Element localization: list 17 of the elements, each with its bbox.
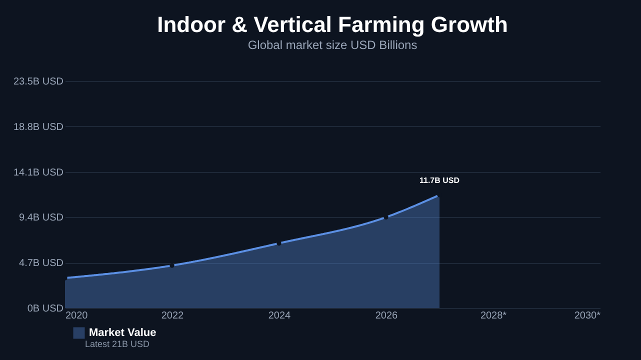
x-tick-label: 2024	[268, 310, 292, 322]
y-tick-label: 9.4B USD	[19, 212, 64, 224]
x-tick-label: 2028*	[480, 310, 507, 322]
chart-subtitle: Global market size USD Billions	[248, 38, 418, 52]
data-label: 11.7B USD	[419, 176, 460, 185]
y-tick-label: 14.1B USD	[13, 167, 64, 178]
x-tick-label: 2026	[375, 310, 398, 322]
x-tick-label: 2020	[66, 310, 88, 322]
chart-title: Indoor & Vertical Farming Growth	[157, 12, 508, 37]
x-tick-label: 2022	[161, 310, 184, 322]
legend-label: Market Value	[89, 327, 156, 339]
y-tick-label: 18.8B USD	[13, 122, 64, 133]
text: Latest 21B USD	[85, 339, 150, 349]
y-tick-label: 0B USD	[27, 304, 64, 314]
x-tick-label: 2030*	[574, 310, 601, 322]
y-tick-label: 4.7B USD	[19, 258, 64, 270]
y-tick-label: 23.5B USD	[13, 76, 64, 88]
